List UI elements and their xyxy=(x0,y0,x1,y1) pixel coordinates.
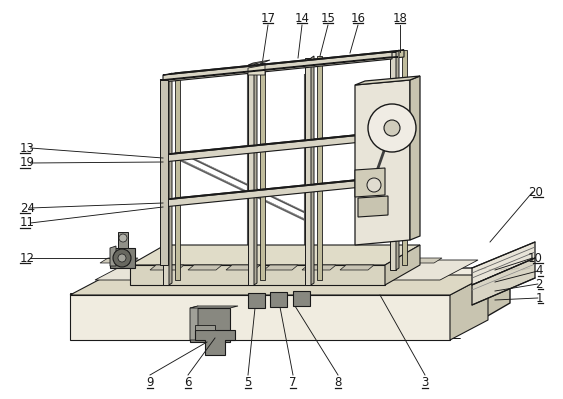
Polygon shape xyxy=(328,258,366,263)
Text: 11: 11 xyxy=(20,217,35,229)
Polygon shape xyxy=(100,258,138,263)
Polygon shape xyxy=(175,73,180,280)
Circle shape xyxy=(368,104,416,152)
Polygon shape xyxy=(188,265,222,270)
Polygon shape xyxy=(472,268,510,325)
Polygon shape xyxy=(264,265,298,270)
Polygon shape xyxy=(70,295,450,340)
Polygon shape xyxy=(402,50,407,265)
Polygon shape xyxy=(163,75,169,285)
Polygon shape xyxy=(248,65,254,285)
Text: 13: 13 xyxy=(20,142,35,154)
Text: 2: 2 xyxy=(535,277,543,290)
Polygon shape xyxy=(355,76,420,85)
Polygon shape xyxy=(355,168,385,197)
Polygon shape xyxy=(404,258,442,263)
Polygon shape xyxy=(163,175,404,200)
Polygon shape xyxy=(252,258,290,263)
Text: 18: 18 xyxy=(392,12,408,24)
Polygon shape xyxy=(160,57,398,80)
Circle shape xyxy=(119,234,127,242)
Polygon shape xyxy=(248,65,265,75)
Polygon shape xyxy=(302,265,336,270)
Polygon shape xyxy=(175,50,404,80)
Polygon shape xyxy=(270,292,287,307)
Polygon shape xyxy=(163,52,392,82)
Text: 1: 1 xyxy=(535,292,543,304)
Polygon shape xyxy=(214,258,252,263)
Text: 16: 16 xyxy=(351,12,365,24)
Polygon shape xyxy=(260,63,265,280)
Polygon shape xyxy=(163,132,392,162)
Polygon shape xyxy=(160,80,168,265)
Polygon shape xyxy=(175,175,404,205)
Polygon shape xyxy=(175,130,404,160)
Polygon shape xyxy=(150,265,184,270)
Circle shape xyxy=(367,178,381,192)
Text: 4: 4 xyxy=(535,265,543,277)
Polygon shape xyxy=(385,245,420,285)
Polygon shape xyxy=(190,308,230,342)
Polygon shape xyxy=(130,245,420,265)
Polygon shape xyxy=(248,60,270,65)
Polygon shape xyxy=(311,56,314,285)
Text: 12: 12 xyxy=(20,251,35,265)
Text: 8: 8 xyxy=(334,377,342,389)
Text: 17: 17 xyxy=(261,12,275,24)
Circle shape xyxy=(384,120,400,136)
Polygon shape xyxy=(169,73,172,285)
Polygon shape xyxy=(248,293,265,308)
Polygon shape xyxy=(290,258,328,263)
Polygon shape xyxy=(138,258,176,263)
Polygon shape xyxy=(163,50,404,75)
Polygon shape xyxy=(163,130,404,155)
Polygon shape xyxy=(293,291,310,306)
Polygon shape xyxy=(472,258,535,305)
Polygon shape xyxy=(366,258,404,263)
Circle shape xyxy=(113,249,131,267)
Text: 15: 15 xyxy=(320,12,336,24)
Polygon shape xyxy=(70,293,80,338)
Polygon shape xyxy=(340,265,374,270)
Polygon shape xyxy=(355,80,410,245)
Polygon shape xyxy=(190,306,198,340)
Text: 9: 9 xyxy=(146,377,154,389)
Polygon shape xyxy=(82,268,510,290)
Text: 5: 5 xyxy=(244,377,252,389)
Circle shape xyxy=(118,254,126,262)
Polygon shape xyxy=(396,50,399,270)
Polygon shape xyxy=(254,63,257,285)
Polygon shape xyxy=(190,306,238,308)
Polygon shape xyxy=(358,196,388,217)
Polygon shape xyxy=(195,325,215,330)
Text: 19: 19 xyxy=(20,156,35,170)
Polygon shape xyxy=(82,290,472,325)
Text: 20: 20 xyxy=(528,186,543,198)
Text: 14: 14 xyxy=(294,12,310,24)
Text: 10: 10 xyxy=(528,251,543,265)
Polygon shape xyxy=(95,260,478,280)
Polygon shape xyxy=(305,58,311,285)
Polygon shape xyxy=(130,265,385,285)
Polygon shape xyxy=(410,76,420,240)
Polygon shape xyxy=(450,275,488,340)
Polygon shape xyxy=(390,52,396,270)
Polygon shape xyxy=(226,265,260,270)
Polygon shape xyxy=(472,242,535,285)
Polygon shape xyxy=(118,232,128,248)
Text: 7: 7 xyxy=(289,377,297,389)
Text: 24: 24 xyxy=(20,201,35,215)
Text: 3: 3 xyxy=(421,377,428,389)
Polygon shape xyxy=(70,275,488,295)
Polygon shape xyxy=(195,330,235,355)
Polygon shape xyxy=(163,177,392,207)
Polygon shape xyxy=(110,246,116,266)
Text: 6: 6 xyxy=(184,377,192,389)
Polygon shape xyxy=(110,248,135,268)
Polygon shape xyxy=(317,56,322,280)
Polygon shape xyxy=(176,258,214,263)
